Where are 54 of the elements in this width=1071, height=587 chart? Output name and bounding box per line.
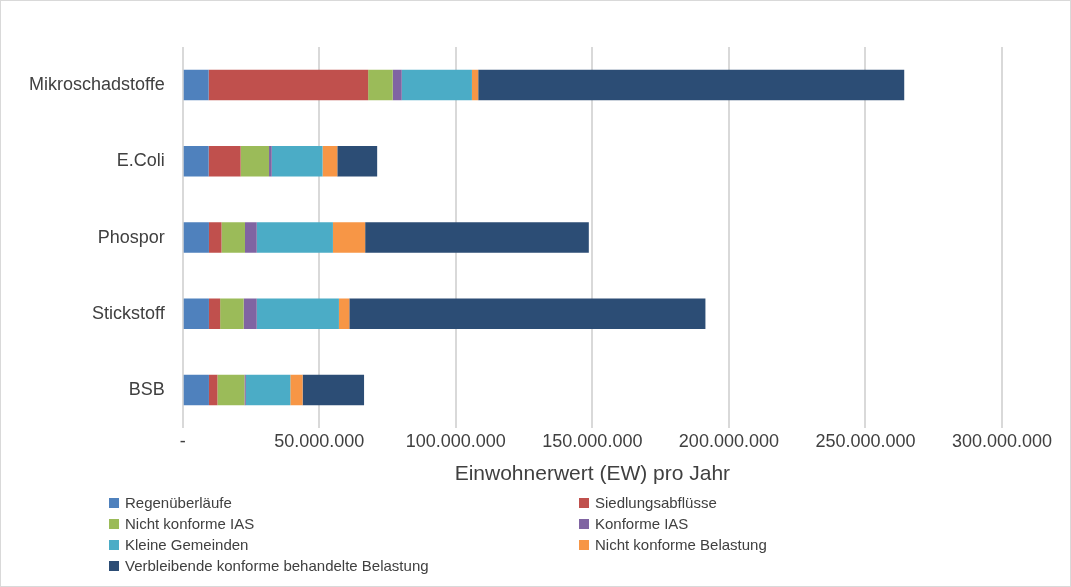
bar	[471, 69, 479, 101]
bar	[478, 69, 905, 101]
y-tick-label: Mikroschadstoffe	[29, 74, 165, 95]
legend-label: Kleine Gemeinden	[125, 535, 249, 554]
legend-label: Nicht konforme IAS	[125, 514, 255, 533]
legend-label: Siedlungsabflüsse	[595, 493, 717, 512]
legend-label: Nicht konforme Belastung	[595, 535, 767, 554]
x-tick-label: 50.000.000	[274, 430, 365, 451]
x-tick-label: 150.000.000	[542, 430, 643, 451]
bar	[271, 146, 323, 177]
bar	[183, 69, 209, 101]
bar	[338, 298, 350, 330]
bar	[244, 222, 257, 253]
bar	[208, 146, 241, 177]
x-axis-title: Einwohnerwert (EW) pro Jahr	[454, 461, 731, 485]
bar	[240, 146, 270, 177]
x-tick-label: 100.000.000	[405, 430, 506, 451]
y-tick-label: BSB	[128, 379, 165, 400]
bar	[337, 146, 378, 177]
bar	[269, 146, 272, 177]
bar	[401, 69, 472, 101]
bar	[183, 146, 209, 177]
bar	[208, 298, 221, 330]
bar	[208, 69, 369, 101]
bar	[208, 374, 218, 406]
bar	[217, 374, 245, 406]
bar	[183, 222, 209, 253]
bar	[332, 222, 366, 253]
x-tick-label: 200.000.000	[678, 430, 779, 451]
bar	[349, 298, 706, 330]
y-tick-label: E.Coli	[116, 150, 165, 171]
bar	[183, 298, 209, 330]
bar	[290, 374, 303, 406]
x-tick-label: 300.000.000	[951, 430, 1053, 451]
bar	[368, 69, 393, 101]
bar	[322, 146, 338, 177]
bar	[365, 222, 589, 253]
bar	[392, 69, 402, 101]
bar	[220, 298, 244, 330]
y-tick-label: Phospor	[97, 226, 165, 247]
x-tick-label: -	[179, 430, 186, 451]
y-tick-label: Stickstoff	[92, 302, 166, 323]
x-tick-label: 250.000.000	[815, 430, 916, 451]
bar	[302, 374, 365, 406]
legend-label: Regenüberläufe	[125, 493, 232, 512]
legend-label: Verbleibende konforme behandelte Belastung	[125, 556, 429, 575]
bar	[256, 222, 333, 253]
legend-label: Konforme IAS	[595, 514, 689, 533]
bar	[243, 298, 257, 330]
bar	[256, 298, 339, 330]
bar	[245, 374, 291, 406]
bar	[221, 222, 245, 253]
bar	[183, 374, 209, 406]
bar	[208, 222, 222, 253]
